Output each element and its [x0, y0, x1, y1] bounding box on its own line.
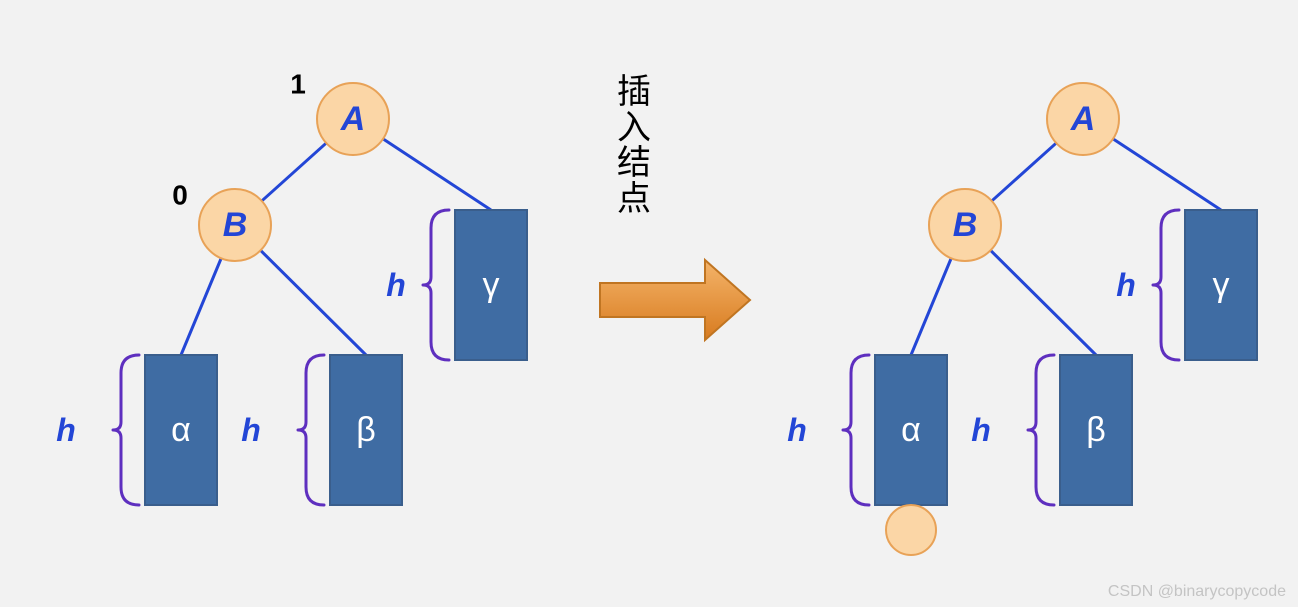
- insert-caption-text: 插入结点: [617, 73, 651, 218]
- left-edge: [261, 250, 366, 355]
- transition-arrow: [600, 260, 750, 340]
- right-sub-gamma-label: γ: [1213, 266, 1230, 304]
- left-node-A-label: A: [340, 100, 366, 138]
- left-node-A-balance: 1: [290, 69, 306, 100]
- right-edge: [992, 143, 1056, 201]
- right-edge: [991, 250, 1096, 355]
- left-brace-alpha: [113, 355, 139, 505]
- right-node-A-label: A: [1070, 100, 1096, 138]
- right-brace-alpha: [843, 355, 869, 505]
- right-h-alpha: h: [787, 412, 807, 448]
- left-h-beta: h: [241, 412, 261, 448]
- left-edge: [262, 143, 326, 201]
- insert-caption: 插入结点: [614, 75, 654, 218]
- right-edge: [911, 258, 951, 355]
- left-node-B-label: B: [223, 206, 248, 244]
- left-h-alpha: h: [56, 412, 76, 448]
- right-h-beta: h: [971, 412, 991, 448]
- right-brace-beta: [1028, 355, 1054, 505]
- right-edge: [1113, 139, 1221, 210]
- watermark-text: CSDN @binarycopycode: [1108, 583, 1286, 600]
- left-node-B-balance: 0: [172, 180, 188, 211]
- right-sub-beta-label: β: [1086, 411, 1106, 449]
- left-sub-alpha-label: α: [171, 411, 191, 449]
- left-edge: [181, 258, 221, 355]
- left-sub-beta-label: β: [356, 411, 376, 449]
- left-h-gamma: h: [386, 267, 406, 303]
- diagram-root: { "canvas":{"width":1298,"height":607,"b…: [0, 0, 1298, 607]
- left-brace-beta: [298, 355, 324, 505]
- right-inserted-node: [886, 505, 936, 555]
- left-brace-gamma: [423, 210, 449, 360]
- right-h-gamma: h: [1116, 267, 1136, 303]
- left-edge: [383, 139, 491, 210]
- watermark: CSDN @binarycopycode: [1108, 583, 1286, 601]
- right-sub-alpha-label: α: [901, 411, 921, 449]
- left-sub-gamma-label: γ: [483, 266, 500, 304]
- right-node-B-label: B: [953, 206, 978, 244]
- right-brace-gamma: [1153, 210, 1179, 360]
